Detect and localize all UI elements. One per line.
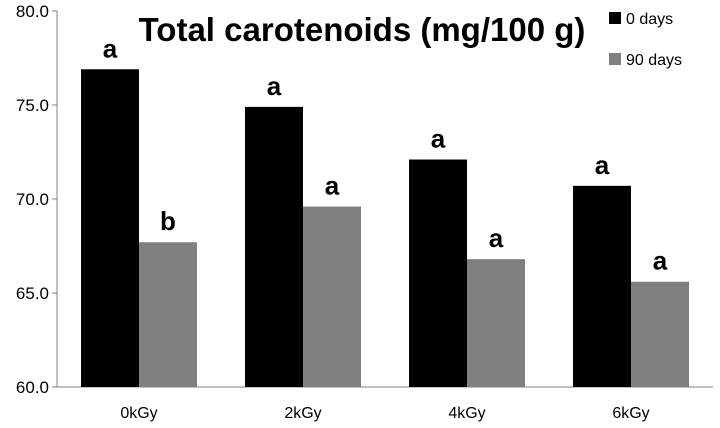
- significance-label: a: [325, 171, 340, 201]
- x-category-label: 6kGy: [612, 405, 649, 422]
- x-category-label: 2kGy: [284, 405, 321, 422]
- significance-label: b: [160, 206, 176, 236]
- significance-label: a: [431, 124, 446, 154]
- y-tick-label: 70.0: [16, 190, 49, 209]
- y-tick-label: 75.0: [16, 96, 49, 115]
- significance-label: a: [103, 33, 118, 63]
- legend: 0 days 90 days: [609, 11, 682, 69]
- bar-2kGy-90-days: [303, 206, 361, 387]
- bars: a b a a a a a a: [81, 33, 689, 387]
- bar-4kGy-90-days: [467, 259, 525, 387]
- y-tick-label: 80.0: [16, 2, 49, 21]
- legend-swatch: [609, 53, 621, 65]
- bar-4kGy-0-days: [409, 159, 467, 387]
- chart-title: Total carotenoids (mg/100 g): [139, 11, 586, 48]
- legend-label: 0 days: [626, 11, 673, 28]
- bar-2kGy-0-days: [245, 106, 303, 387]
- y-tick-label: 60.0: [16, 378, 49, 397]
- legend-label: 90 days: [626, 52, 682, 69]
- significance-label: a: [489, 223, 504, 253]
- significance-label: a: [267, 71, 282, 101]
- y-tick-label: 65.0: [16, 284, 49, 303]
- significance-label: a: [653, 246, 668, 276]
- bar-0kGy-90-days: [139, 242, 197, 387]
- legend-swatch: [609, 12, 621, 24]
- bar-0kGy-0-days: [81, 69, 139, 387]
- significance-label: a: [595, 150, 610, 180]
- x-category-label: 0kGy: [120, 405, 157, 422]
- x-category-label: 4kGy: [448, 405, 485, 422]
- bar-6kGy-90-days: [631, 281, 689, 387]
- bar-6kGy-0-days: [573, 185, 631, 387]
